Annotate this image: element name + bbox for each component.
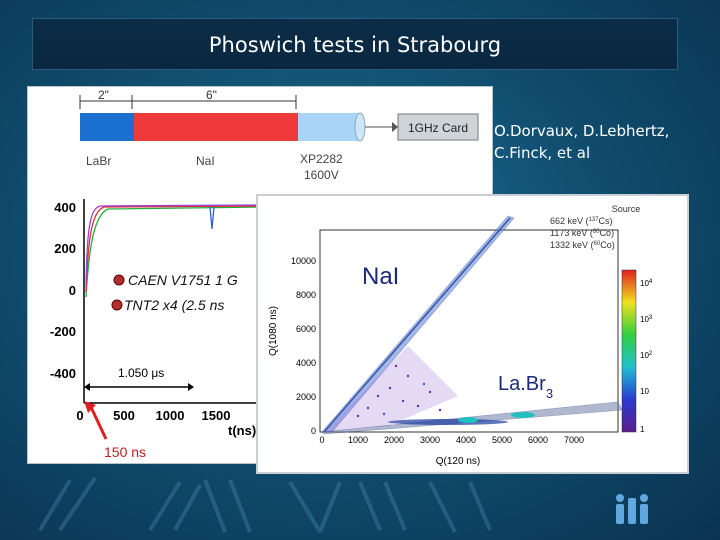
labr-crystal	[80, 113, 134, 141]
wf-ytick-200: 200	[54, 241, 76, 256]
legend-entry: 1332 keV (60Co)	[550, 240, 615, 250]
sc-ytick: 4000	[296, 358, 316, 368]
labr-band-ridge	[388, 419, 508, 425]
scatter-xlabel: Q(120 ns)	[436, 456, 480, 467]
dim-labr-label: 2"	[98, 88, 109, 102]
cbar-tick: 10	[640, 387, 649, 396]
labr-peak	[511, 412, 535, 418]
bullet-1-text: CAEN V1751 1 G	[128, 272, 238, 288]
arrow-icon	[392, 122, 398, 132]
time-window-label: 1.050 μs	[118, 366, 164, 380]
sc-ytick: 2000	[296, 392, 316, 402]
sc-xtick: 4000	[456, 435, 476, 445]
bullet-icon	[111, 299, 123, 311]
waveform-trace	[209, 206, 215, 230]
sc-ytick: 0	[311, 426, 316, 436]
authors: O.Dorvaux, D.Lebhertz, C.Finck, et al	[494, 120, 669, 164]
sc-xtick: 0	[319, 435, 324, 445]
scatter-points	[356, 364, 442, 418]
sc-ytick: 6000	[296, 324, 316, 334]
marker-arrow	[88, 404, 108, 440]
wf-ytick-m200: -200	[50, 324, 76, 339]
sc-xtick: 1000	[348, 435, 368, 445]
labr-annotation: La.Br3	[498, 373, 553, 401]
waveform-plot: 400 200 0 -200 -400 0 500 1000 1500 t(ns…	[50, 199, 268, 460]
sc-xtick: 7000	[564, 435, 584, 445]
institute-logo	[616, 494, 648, 524]
dimension-markers: 2" 6"	[79, 88, 297, 109]
bullet-2-text: TNT2 x4 (2.5 ns	[124, 297, 224, 313]
decorative-strokes	[38, 476, 492, 534]
dim-nai-label: 6"	[206, 88, 217, 102]
legend-entry: 1173 keV (60Co)	[550, 228, 614, 238]
sc-ytick: 10000	[291, 256, 316, 266]
sc-ytick: 8000	[296, 290, 316, 300]
wf-ytick-m400: -400	[50, 366, 76, 381]
wf-xtick-500: 500	[113, 408, 135, 423]
pmt-label: XP2282	[300, 152, 343, 166]
cbar-tick: 104	[640, 279, 653, 288]
nai-band-ridge	[323, 217, 511, 433]
waveform-trace	[85, 206, 265, 298]
wf-xtick-1500: 1500	[202, 408, 231, 423]
sc-xtick: 2000	[384, 435, 404, 445]
cbar-tick: 103	[640, 315, 653, 324]
mixed-region	[324, 346, 458, 432]
nai-crystal	[134, 113, 298, 141]
cbar-tick: 102	[640, 351, 653, 360]
waveform-trace	[85, 204, 265, 288]
voltage-label: 1600V	[304, 168, 339, 182]
scatter-ylabel: Q(1080 ns)	[268, 306, 279, 356]
sc-xtick: 6000	[528, 435, 548, 445]
digitizer-card	[397, 113, 479, 141]
marker-label: 150 ns	[104, 444, 146, 460]
wf-xtick-0: 0	[76, 408, 83, 423]
sc-xtick: 5000	[492, 435, 512, 445]
sc-xtick: 3000	[420, 435, 440, 445]
legend-title: Source	[612, 204, 641, 214]
charge-scatter-panel: 10000 8000 6000 4000 2000 0 0 1000 2000 …	[256, 194, 689, 474]
authors-line-1: O.Dorvaux, D.Lebhertz,	[494, 122, 670, 140]
arrow-icon	[84, 383, 90, 391]
cbar-tick: 1	[640, 425, 645, 434]
pmt-end	[354, 112, 366, 142]
labr-label: LaBr	[86, 154, 111, 168]
charge-scatter-figure: 10000 8000 6000 4000 2000 0 0 1000 2000 …	[268, 204, 653, 467]
nai-annotation: NaI	[362, 263, 399, 290]
wf-ytick-400: 400	[54, 200, 76, 215]
arrow-icon	[84, 401, 96, 413]
wf-xtick-1000: 1000	[156, 408, 185, 423]
detector-figure: 2" 6" 1GHz Card LaBr NaI XP2282 1600V 40…	[50, 88, 479, 460]
card-label: 1GHz Card	[408, 121, 468, 135]
slide-title: Phoswich tests in Strabourg	[208, 33, 502, 57]
authors-line-2: C.Finck, et al	[494, 144, 591, 162]
pmt-tube	[298, 113, 360, 141]
bullet-icon	[113, 274, 125, 286]
slide-title-bar: Phoswich tests in Strabourg	[32, 18, 678, 70]
labr-peak	[458, 417, 478, 423]
nai-label: NaI	[196, 154, 215, 168]
arrow-icon	[188, 383, 194, 391]
legend-entry: 662 keV (137Cs)	[550, 216, 613, 226]
wf-xlabel: t(ns)	[228, 423, 256, 438]
color-bar	[621, 269, 637, 433]
wf-ytick-0: 0	[69, 283, 76, 298]
